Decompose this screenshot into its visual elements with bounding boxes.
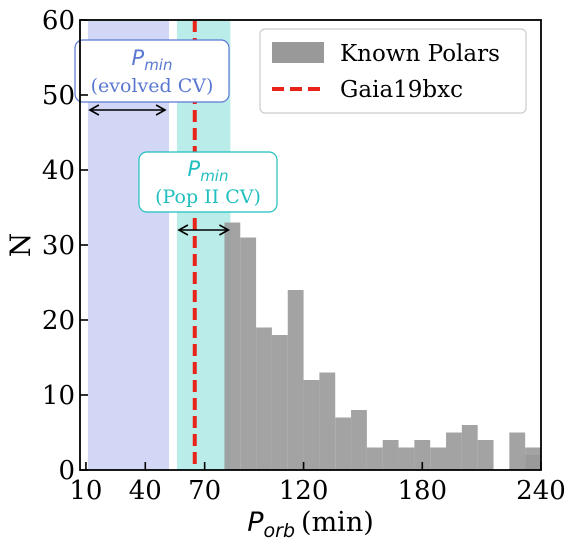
y-tick-label: 10 [42, 381, 75, 411]
histogram-bar [366, 447, 383, 470]
histogram-bar [430, 447, 447, 470]
y-tick-label: 30 [42, 231, 75, 261]
pmin-label-box-evolved [74, 39, 230, 103]
pmin-symbol-subscript: min [144, 56, 172, 74]
pmin-symbol-subscript: min [200, 167, 228, 185]
legend-label-known-polars: Known Polars [340, 41, 500, 67]
x-tick-label: 10 [69, 476, 102, 506]
arrow-head-left [88, 104, 100, 116]
pmin-symbol-letter: P [132, 46, 145, 70]
pmin-symbol-evolved: Pmin [132, 46, 173, 74]
pmin-label-line2-evolved: (evolved CV) [91, 75, 214, 97]
x-tick-label: 40 [129, 476, 162, 506]
pmin-symbol-letter: P [188, 157, 201, 181]
x-tick-label: 180 [397, 476, 447, 506]
arrow-head-right [219, 224, 231, 236]
y-tick-label: 0 [58, 456, 75, 486]
histogram-bar [446, 432, 462, 470]
x-tick-label: 120 [279, 476, 329, 506]
pmin-symbol-popII: Pmin [188, 157, 229, 185]
histogram-bar [224, 222, 241, 470]
legend-swatch-known-polars [272, 42, 324, 63]
histogram-bar [271, 335, 288, 470]
histogram-bar [414, 440, 431, 470]
arrow-head-right [155, 104, 167, 116]
axis-labels: Porb (min) N [4, 233, 374, 542]
pmin-label-line2-popII: (Pop II CV) [155, 186, 261, 208]
bars-layer [224, 222, 541, 470]
histogram-bar [382, 440, 399, 470]
histogram-bar [287, 290, 304, 470]
x-tick-label: 240 [516, 476, 566, 506]
y-tick-label: 50 [42, 81, 75, 111]
histogram-bar [303, 380, 320, 470]
histogram-bar [256, 327, 272, 470]
pmin-label-box-popII [138, 151, 278, 213]
histogram-bar [509, 432, 526, 470]
annotation-layer: Pmin(evolved CV)Pmin(Pop II CV) [74, 39, 278, 236]
x-axis-label-unit: (min) [301, 507, 374, 538]
histogram-bar [398, 447, 415, 470]
y-tick-label: 20 [42, 306, 75, 336]
histogram-bar [461, 425, 478, 470]
x-axis-label: Porb (min) [247, 507, 374, 542]
arrow-head-left [177, 224, 189, 236]
legend: Known Polars Gaia19bxc [259, 28, 527, 114]
legend-box [259, 28, 527, 114]
histogram-bar [335, 417, 352, 470]
y-axis-label: N [4, 233, 37, 258]
histogram-bar [351, 410, 367, 470]
y-tick-label: 60 [42, 6, 75, 36]
y-tick-label: 40 [42, 156, 75, 186]
x-tick-label: 70 [188, 476, 221, 506]
x-axis-label-symbol: P [247, 507, 264, 538]
legend-label-gaia19bxc: Gaia19bxc [340, 77, 463, 103]
histogram-bar [240, 237, 257, 470]
histogram-bar [477, 440, 494, 470]
histogram-bar [319, 372, 336, 470]
x-axis-label-subscript: orb [264, 520, 296, 542]
histogram-bar [525, 455, 541, 470]
